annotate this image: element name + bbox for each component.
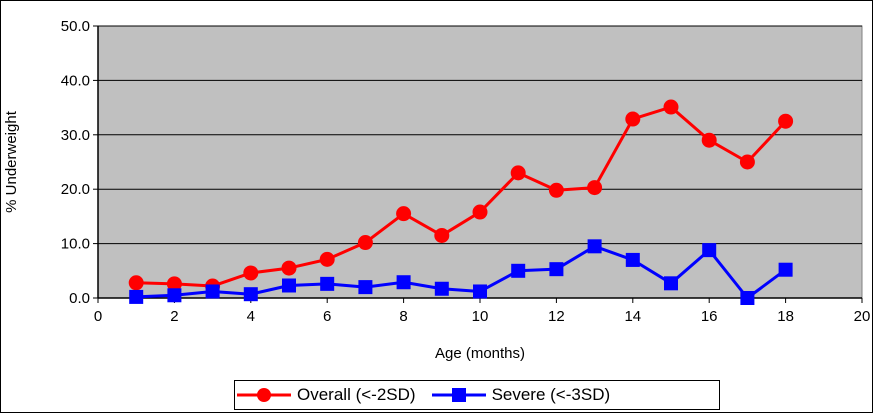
x-tick-label: 18 bbox=[777, 308, 794, 325]
y-tick-label: 20.0 bbox=[61, 181, 90, 198]
data-point bbox=[282, 278, 296, 293]
data-point bbox=[396, 275, 411, 290]
series-severe bbox=[129, 239, 793, 305]
data-point bbox=[166, 276, 182, 292]
legend: Overall (<-2SD) Severe (<-3SD) bbox=[234, 380, 720, 410]
data-point bbox=[625, 111, 641, 127]
x-tick-label: 10 bbox=[472, 308, 489, 325]
data-point bbox=[128, 275, 144, 291]
data-point bbox=[664, 276, 678, 291]
x-axis-title: Age (months) bbox=[435, 345, 525, 362]
x-tick-label: 16 bbox=[701, 308, 718, 325]
legend-label-overall: Overall (<-2SD) bbox=[297, 385, 416, 404]
data-point bbox=[320, 276, 335, 291]
x-tick-label: 6 bbox=[323, 308, 331, 325]
legend-item-overall: Overall (<-2SD) bbox=[235, 385, 416, 405]
data-point bbox=[243, 287, 258, 302]
data-point bbox=[357, 235, 373, 251]
x-tick-label: 8 bbox=[399, 308, 407, 325]
data-point bbox=[319, 251, 335, 267]
data-point bbox=[205, 284, 220, 299]
data-point bbox=[473, 284, 487, 299]
plot-area bbox=[97, 25, 863, 299]
legend-swatch-severe bbox=[431, 388, 486, 402]
data-point bbox=[129, 289, 144, 304]
x-tick-label: 4 bbox=[247, 308, 255, 325]
data-point bbox=[740, 291, 755, 305]
series-layer bbox=[128, 99, 794, 305]
x-tick-label: 2 bbox=[170, 308, 178, 325]
y-tick-label: 0.0 bbox=[69, 290, 90, 307]
data-point bbox=[548, 182, 564, 198]
data-point bbox=[739, 154, 755, 170]
data-point bbox=[778, 113, 794, 129]
data-point bbox=[510, 165, 526, 181]
data-point bbox=[663, 99, 679, 115]
x-tick-label: 14 bbox=[624, 308, 641, 325]
data-point bbox=[587, 239, 602, 254]
legend-item-severe: Severe (<-3SD) bbox=[430, 385, 611, 405]
data-point bbox=[434, 227, 450, 243]
y-tick-label: 30.0 bbox=[61, 127, 90, 144]
y-axis-title: % Underweight bbox=[3, 110, 20, 213]
data-point bbox=[358, 280, 373, 295]
x-tick-label: 12 bbox=[548, 308, 565, 325]
y-tick-label: 40.0 bbox=[61, 72, 90, 89]
data-point bbox=[396, 206, 412, 222]
x-tick-label: 20 bbox=[854, 308, 871, 325]
legend-label-severe: Severe (<-3SD) bbox=[491, 385, 611, 404]
data-point bbox=[778, 262, 793, 277]
data-point bbox=[587, 180, 603, 196]
data-point bbox=[702, 243, 717, 258]
data-point bbox=[281, 260, 297, 276]
x-tick-label: 0 bbox=[94, 308, 102, 325]
data-point bbox=[701, 132, 717, 148]
y-tick-label: 50.0 bbox=[61, 18, 90, 35]
data-point bbox=[625, 252, 640, 267]
y-tick-label: 10.0 bbox=[61, 236, 90, 253]
data-point bbox=[167, 288, 182, 303]
axes: 0.0 10.0 20.0 30.0 40.0 50.0 0 2 4 6 8 10 12 14 16 18 20 bbox=[61, 18, 871, 325]
data-point bbox=[243, 265, 259, 281]
data-point bbox=[511, 263, 526, 278]
data-point bbox=[472, 204, 488, 220]
data-point bbox=[434, 281, 449, 296]
series-overall bbox=[128, 99, 794, 294]
legend-swatch-overall bbox=[237, 388, 291, 402]
data-point bbox=[549, 262, 564, 277]
